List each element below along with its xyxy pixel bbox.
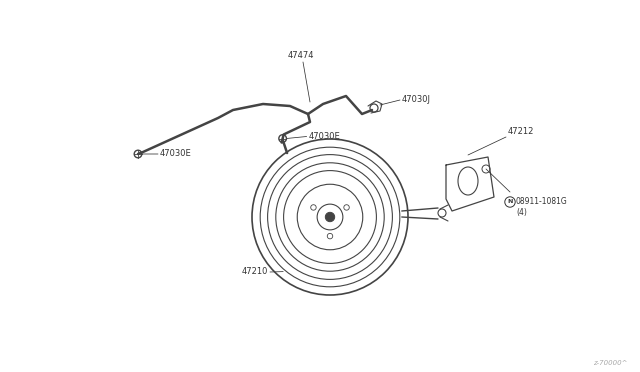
Circle shape xyxy=(325,212,335,222)
Text: 47030J: 47030J xyxy=(402,96,431,105)
Text: 08911-1081G: 08911-1081G xyxy=(516,198,568,206)
Text: (4): (4) xyxy=(516,208,527,218)
Text: 47210: 47210 xyxy=(242,267,268,276)
Text: 47030E: 47030E xyxy=(160,150,192,158)
Text: 47474: 47474 xyxy=(288,51,314,60)
Text: N: N xyxy=(508,199,513,205)
Text: 47212: 47212 xyxy=(508,127,534,136)
Text: z-70000^: z-70000^ xyxy=(593,360,628,366)
Text: 47030E: 47030E xyxy=(308,132,340,141)
